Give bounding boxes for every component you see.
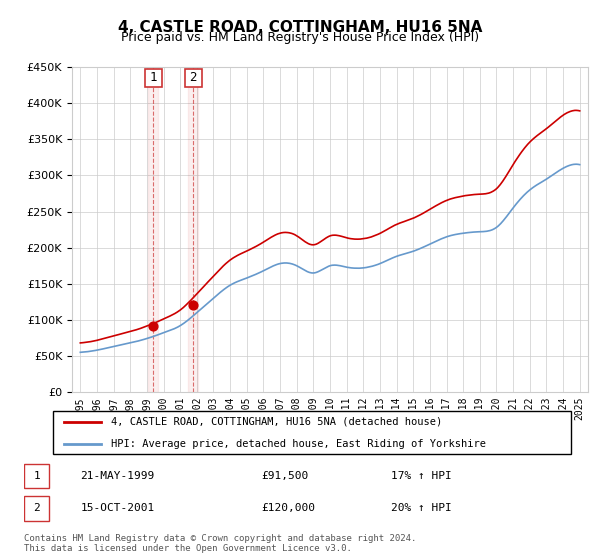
Text: £91,500: £91,500: [261, 471, 308, 481]
Text: Price paid vs. HM Land Registry's House Price Index (HPI): Price paid vs. HM Land Registry's House …: [121, 31, 479, 44]
Text: 4, CASTLE ROAD, COTTINGHAM, HU16 5NA (detached house): 4, CASTLE ROAD, COTTINGHAM, HU16 5NA (de…: [112, 417, 443, 427]
Text: 17% ↑ HPI: 17% ↑ HPI: [391, 471, 451, 481]
FancyBboxPatch shape: [53, 411, 571, 454]
Text: £120,000: £120,000: [261, 503, 315, 514]
Text: 15-OCT-2001: 15-OCT-2001: [80, 503, 155, 514]
Text: 1: 1: [34, 471, 40, 481]
Text: 2: 2: [34, 503, 40, 514]
FancyBboxPatch shape: [24, 496, 49, 521]
Point: [188, 301, 198, 310]
FancyBboxPatch shape: [145, 69, 161, 87]
Point: [148, 321, 158, 330]
Bar: [148, 67, 158, 392]
Text: 20% ↑ HPI: 20% ↑ HPI: [391, 503, 451, 514]
FancyBboxPatch shape: [185, 69, 202, 87]
Text: 21-MAY-1999: 21-MAY-1999: [80, 471, 155, 481]
Text: 2: 2: [190, 72, 197, 85]
Text: 1: 1: [149, 72, 157, 85]
Bar: [188, 67, 199, 392]
FancyBboxPatch shape: [24, 464, 49, 488]
Text: 4, CASTLE ROAD, COTTINGHAM, HU16 5NA: 4, CASTLE ROAD, COTTINGHAM, HU16 5NA: [118, 20, 482, 35]
Text: HPI: Average price, detached house, East Riding of Yorkshire: HPI: Average price, detached house, East…: [112, 438, 487, 449]
Text: Contains HM Land Registry data © Crown copyright and database right 2024.
This d: Contains HM Land Registry data © Crown c…: [24, 534, 416, 553]
